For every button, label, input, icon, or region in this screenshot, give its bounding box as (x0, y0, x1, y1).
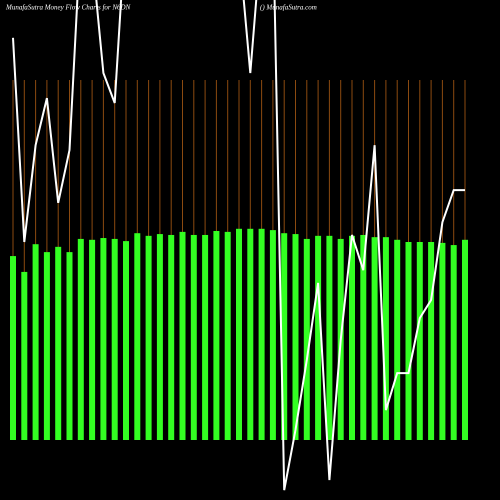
bar (179, 231, 186, 440)
bar (405, 242, 412, 440)
bar (236, 228, 242, 440)
bar (100, 238, 107, 440)
bar (66, 252, 73, 440)
chart-subtitle: () MunafaSutra.com (260, 4, 317, 12)
bar (462, 239, 468, 440)
bar (145, 235, 152, 440)
bar (156, 234, 163, 440)
bar (202, 234, 209, 440)
bar (269, 230, 276, 440)
bar (281, 233, 288, 440)
lines (12, 0, 465, 491)
bar (43, 252, 50, 440)
bar (213, 231, 220, 440)
bar (315, 235, 322, 440)
bar (247, 228, 254, 440)
bar (134, 233, 141, 440)
bar (21, 271, 28, 440)
bar (32, 244, 39, 440)
bars (10, 228, 468, 440)
bar (450, 245, 457, 440)
bar (258, 228, 265, 440)
bar (292, 234, 299, 440)
bar (326, 235, 333, 440)
bar (168, 234, 175, 440)
bar (55, 246, 62, 440)
bar (77, 238, 84, 440)
bar (416, 242, 423, 440)
bar (394, 239, 401, 440)
bar (123, 241, 129, 440)
bar (190, 234, 197, 440)
bar (89, 239, 96, 440)
bar (10, 256, 16, 440)
line (12, 0, 465, 491)
bar (224, 231, 231, 440)
bar (382, 237, 389, 440)
bar (349, 235, 355, 440)
chart-title: MunafaSutra Money Flow Charts for N6DN (5, 4, 131, 12)
bar (303, 238, 310, 440)
bar (111, 238, 118, 440)
bar (439, 242, 446, 440)
bar (428, 242, 435, 440)
bar (371, 237, 378, 440)
bar (360, 234, 367, 440)
